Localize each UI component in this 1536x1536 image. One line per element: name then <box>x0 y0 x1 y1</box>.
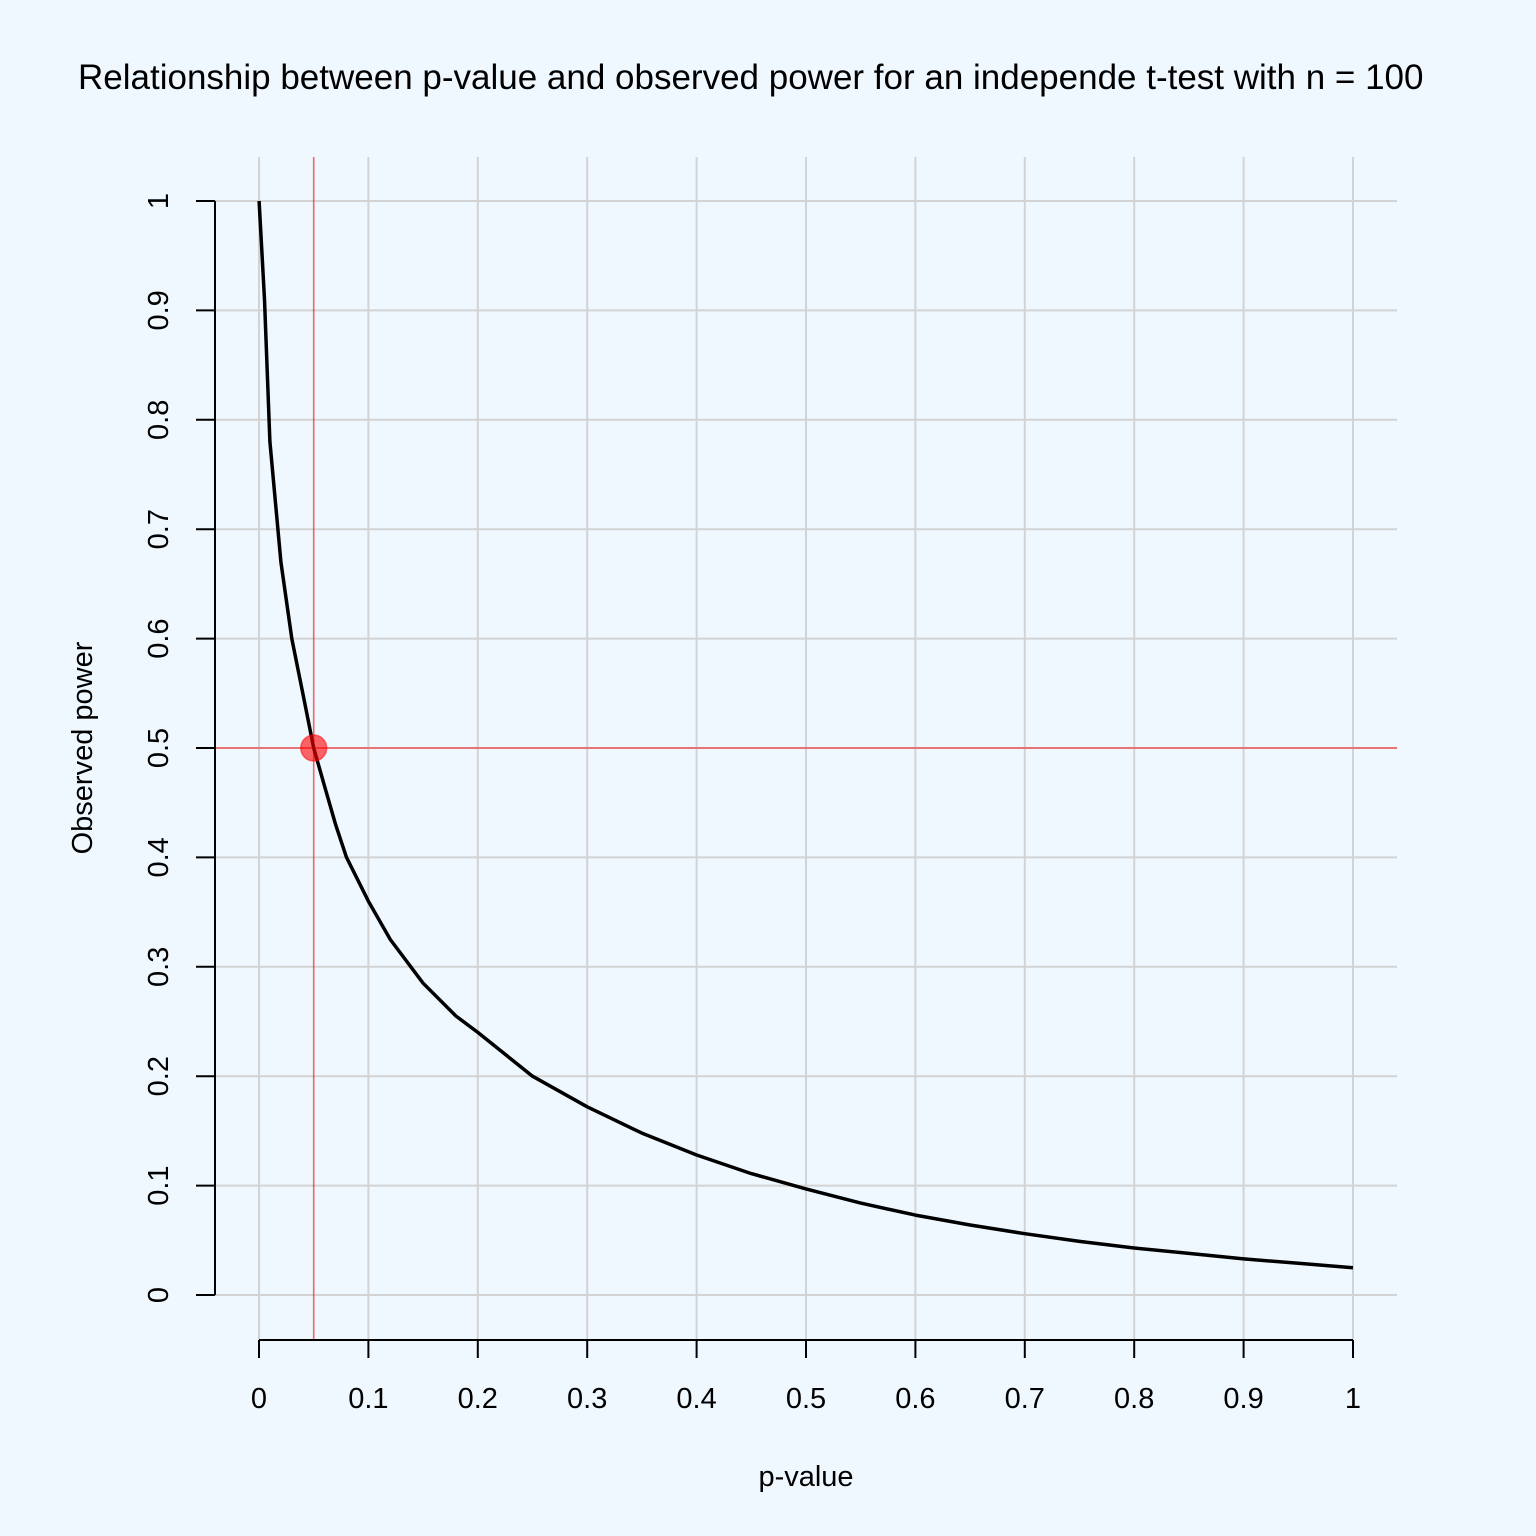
x-tick-label: 0.3 <box>567 1383 607 1415</box>
grid <box>215 157 1397 1340</box>
y-tick-label: 0.6 <box>143 618 175 658</box>
x-tick-label: 0 <box>251 1383 267 1415</box>
y-tick-label: 0.7 <box>143 509 175 549</box>
y-tick-label: 0.3 <box>143 947 175 987</box>
y-tick-label: 0.4 <box>143 837 175 877</box>
chart-title: Relationship between p-value and observe… <box>78 58 1423 97</box>
y-axis-label: Observed power <box>67 641 99 854</box>
x-tick-label: 0.1 <box>348 1383 388 1415</box>
x-tick-label: 1 <box>1345 1383 1361 1415</box>
reference-point-group <box>299 734 328 762</box>
x-tick-label: 0.7 <box>1005 1383 1045 1415</box>
y-tick-label: 0.1 <box>143 1165 175 1205</box>
y-tick-label: 1 <box>143 193 175 209</box>
y-tick-label: 0 <box>143 1287 175 1303</box>
power-curve <box>257 200 1354 1270</box>
x-axis-label: p-value <box>758 1461 853 1493</box>
x-tick-label: 0.2 <box>458 1383 498 1415</box>
y-tick-label: 0.2 <box>143 1056 175 1096</box>
reference-point <box>299 734 328 762</box>
x-tick-label: 0.4 <box>676 1383 716 1415</box>
x-tick-label: 0.6 <box>895 1383 935 1415</box>
x-tick-label: 0.9 <box>1223 1383 1263 1415</box>
x-tick-label: 0.8 <box>1114 1383 1154 1415</box>
y-axis: 0 0.1 0.2 0.3 0.4 0.5 0.6 0.7 0.8 0.9 1 <box>143 193 216 1303</box>
y-tick-label: 0.5 <box>143 728 175 768</box>
y-tick-label: 0.9 <box>143 290 175 330</box>
x-axis: 0 0.1 0.2 0.3 0.4 0.5 0.6 0.7 0.8 0.9 1 <box>251 1339 1361 1415</box>
y-tick-label: 0.8 <box>143 400 175 440</box>
x-tick-label: 0.5 <box>786 1383 826 1415</box>
series <box>257 200 1354 1270</box>
